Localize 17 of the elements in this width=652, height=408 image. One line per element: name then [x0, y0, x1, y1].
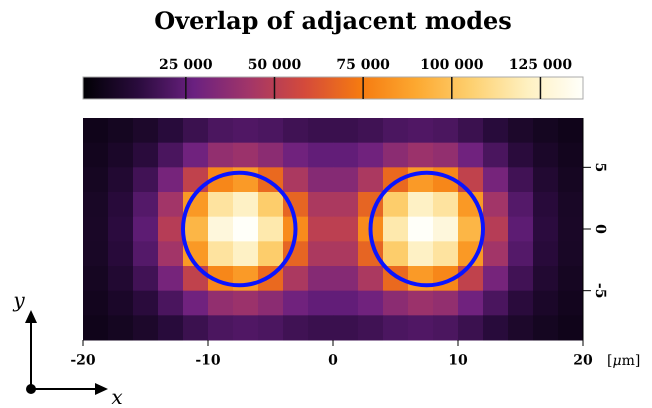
x-tick-label: -10: [195, 352, 221, 368]
text: x: [111, 385, 123, 408]
chart-title: Overlap of adjacent modes: [154, 6, 512, 35]
color-bar-label: 125 000: [508, 57, 572, 73]
color-bar-label: 25 000: [159, 57, 213, 73]
color-bar-label: 75 000: [336, 57, 390, 73]
x-tick-label: 20: [573, 352, 593, 368]
y-tick-label: 0: [592, 224, 608, 234]
color-bar-label: 50 000: [248, 57, 302, 73]
x-axis-title: [μm]: [607, 353, 640, 369]
text: y: [12, 288, 26, 312]
y-tick-label: -5: [592, 282, 608, 298]
color-bar-label: 100 000: [420, 57, 484, 73]
x-tick-label: 0: [328, 352, 338, 368]
x-tick-label: 10: [448, 352, 468, 368]
x-tick-label: -20: [70, 352, 96, 368]
y-tick-label: 5: [592, 162, 608, 172]
